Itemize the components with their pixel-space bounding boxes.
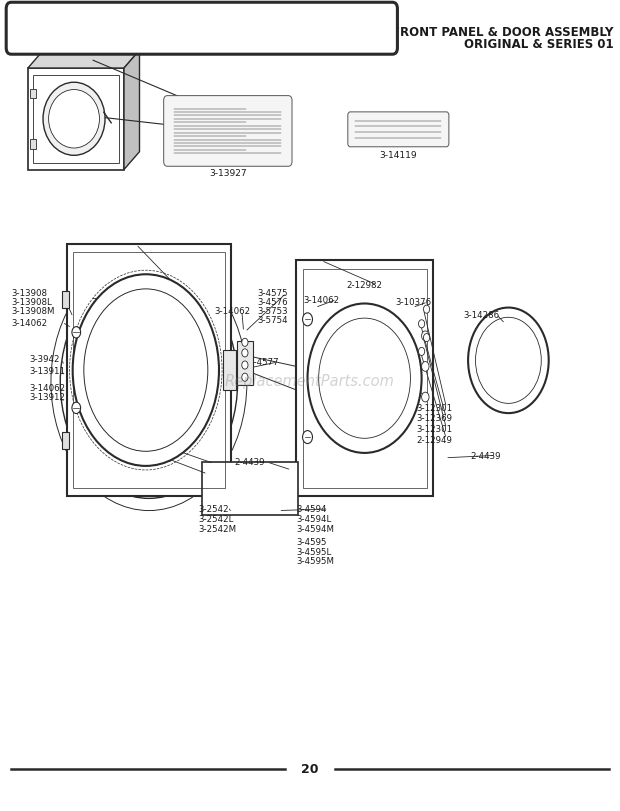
Text: 3-2542: 3-2542	[198, 504, 229, 514]
Circle shape	[242, 339, 248, 347]
Circle shape	[303, 431, 312, 444]
Ellipse shape	[43, 83, 105, 156]
Text: 3-13927: 3-13927	[186, 122, 224, 132]
FancyBboxPatch shape	[348, 113, 449, 148]
Text: 3-14347: 3-14347	[138, 443, 174, 453]
Text: 3-3942: 3-3942	[30, 354, 60, 364]
Text: 3-2542L: 3-2542L	[198, 514, 234, 524]
Ellipse shape	[48, 90, 99, 148]
Bar	[33, 75, 119, 164]
Text: 3-12301: 3-12301	[417, 403, 453, 413]
Text: 3-4579L: 3-4579L	[154, 298, 189, 307]
Text: 3-14119: 3-14119	[195, 98, 233, 108]
Text: 3-13910: 3-13910	[84, 405, 120, 414]
Text: 3-6436: 3-6436	[388, 385, 421, 395]
Text: 2-12949: 2-12949	[417, 435, 453, 444]
Text: 3-13908L: 3-13908L	[11, 298, 52, 307]
Text: 3-5754: 3-5754	[257, 315, 288, 325]
Polygon shape	[124, 51, 140, 170]
Text: 3-13927: 3-13927	[209, 169, 247, 178]
Circle shape	[308, 304, 422, 453]
Circle shape	[423, 306, 430, 314]
Text: 3-4579M: 3-4579M	[154, 307, 192, 316]
Text: ReplacementParts.com: ReplacementParts.com	[225, 374, 395, 388]
Bar	[223, 350, 236, 391]
Text: ORIGINAL & SERIES 01: ORIGINAL & SERIES 01	[464, 38, 614, 51]
Text: MODELS  DE-DG110-210-410-510-610-710-810: MODELS DE-DG110-210-410-510-610-710-810	[20, 23, 366, 36]
Text: 2-4439: 2-4439	[470, 451, 500, 461]
Bar	[303, 269, 427, 488]
Text: 3-4595: 3-4595	[296, 537, 327, 547]
Text: 2-12982: 2-12982	[346, 281, 382, 290]
Bar	[30, 89, 36, 99]
Text: 3-4575: 3-4575	[257, 289, 288, 298]
Text: FRONT PANEL & DOOR ASSEMBLY: FRONT PANEL & DOOR ASSEMBLY	[392, 26, 614, 39]
Circle shape	[422, 362, 429, 371]
Circle shape	[423, 334, 430, 342]
Circle shape	[72, 327, 81, 339]
Circle shape	[242, 362, 248, 370]
Text: 3-4594: 3-4594	[296, 504, 327, 514]
Circle shape	[418, 320, 425, 328]
Circle shape	[242, 350, 248, 358]
Bar	[62, 292, 69, 308]
Bar	[202, 462, 298, 515]
Circle shape	[468, 308, 549, 414]
Circle shape	[303, 314, 312, 327]
Text: 3-14119: 3-14119	[379, 151, 417, 161]
Text: 3-4594L: 3-4594L	[296, 514, 332, 524]
Text: 3-13911: 3-13911	[30, 366, 66, 375]
Circle shape	[72, 402, 81, 414]
Circle shape	[418, 348, 425, 356]
Text: 20: 20	[301, 762, 319, 775]
Text: 3-4579: 3-4579	[154, 289, 184, 298]
Bar	[237, 341, 253, 386]
Text: 3-14062: 3-14062	[11, 318, 47, 328]
Text: 3-13912: 3-13912	[30, 393, 66, 402]
Bar	[28, 69, 124, 170]
Text: 3-4595L: 3-4595L	[296, 547, 332, 556]
Polygon shape	[28, 51, 140, 69]
FancyBboxPatch shape	[164, 97, 292, 167]
Text: 3-10376: 3-10376	[396, 298, 432, 307]
Bar	[30, 140, 36, 150]
Text: 3-14077: 3-14077	[138, 454, 174, 464]
Text: 2-4439: 2-4439	[234, 457, 265, 467]
Text: 3-2542M: 3-2542M	[198, 524, 236, 534]
Text: 3-14062: 3-14062	[304, 295, 340, 305]
Text: 3-4594M: 3-4594M	[296, 524, 334, 534]
Text: 3-4595M: 3-4595M	[296, 556, 334, 566]
Text: 3-13907: 3-13907	[358, 315, 394, 324]
Text: 3-14286: 3-14286	[464, 310, 500, 320]
Circle shape	[73, 275, 219, 466]
Text: 3-14062: 3-14062	[214, 307, 250, 316]
Bar	[73, 253, 225, 488]
Circle shape	[422, 332, 429, 341]
Text: 3-5753: 3-5753	[257, 307, 288, 316]
Text: 3-12301: 3-12301	[417, 424, 453, 434]
Text: 3-4576: 3-4576	[257, 298, 288, 307]
Circle shape	[422, 393, 429, 402]
Text: 3-13908: 3-13908	[11, 289, 47, 298]
Text: 3-12369: 3-12369	[417, 414, 453, 423]
Bar	[62, 433, 69, 449]
Text: 3-13908M: 3-13908M	[11, 307, 55, 316]
Text: 3-4577: 3-4577	[248, 358, 278, 367]
Text: 3-5835: 3-5835	[92, 298, 122, 307]
Text: 3-14062: 3-14062	[30, 383, 66, 393]
Bar	[296, 261, 433, 496]
FancyBboxPatch shape	[6, 3, 397, 55]
Circle shape	[242, 374, 248, 382]
Bar	[67, 245, 231, 496]
Text: 3-13910: 3-13910	[126, 289, 162, 298]
